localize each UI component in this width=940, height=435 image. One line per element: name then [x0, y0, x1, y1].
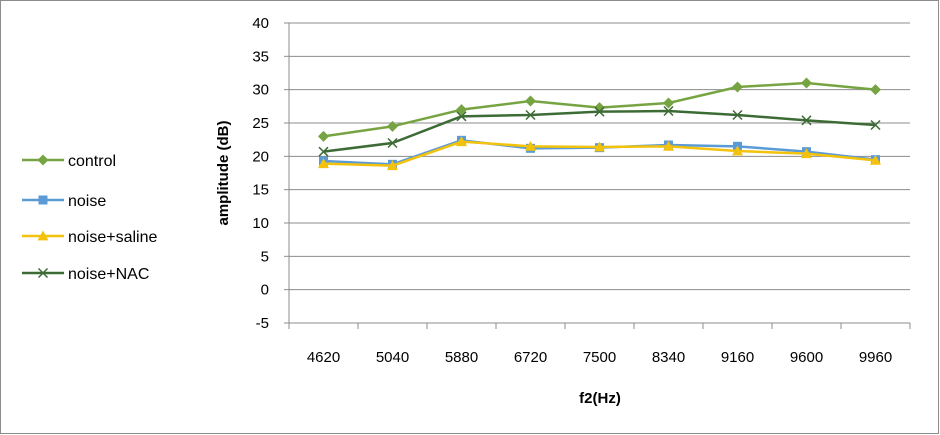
y-tick-label: 25: [252, 115, 269, 132]
axes: [288, 23, 911, 329]
legend-marker: [37, 154, 49, 166]
series-control: [318, 77, 881, 142]
data-point: [594, 106, 605, 117]
data-point: [801, 115, 812, 126]
y-tick-label: 40: [252, 15, 269, 32]
data-point: [525, 109, 536, 121]
legend-label: control: [68, 153, 116, 170]
data-point: [663, 140, 674, 151]
legend-marker: [38, 195, 48, 205]
y-tick-label: 15: [252, 182, 269, 199]
y-tick-label: 0: [261, 282, 269, 299]
data-point: [456, 104, 467, 116]
legend-item: noise: [22, 193, 106, 210]
data-point: [732, 81, 743, 93]
data-point: [801, 148, 812, 159]
data-point: [594, 141, 605, 152]
x-tick-label: 5040: [376, 349, 409, 366]
x-tick-label: 8340: [652, 349, 685, 366]
data-point: [456, 111, 467, 122]
x-tick-label: 7500: [583, 349, 616, 366]
data-point: [456, 136, 467, 147]
series-noise-saline: [318, 136, 881, 171]
data-point: [870, 154, 881, 165]
legend-label: noise+saline: [68, 229, 158, 246]
data-point: [318, 158, 329, 169]
x-tick-label: 9600: [790, 349, 823, 366]
series-noise-nac: [318, 105, 881, 157]
data-point: [732, 109, 743, 121]
legend-label: noise+NAC: [68, 266, 149, 283]
data-point: [318, 130, 329, 142]
x-tick-label: 6720: [514, 349, 547, 366]
y-tick-label: 10: [252, 215, 269, 232]
legend-item: noise+NAC: [22, 266, 149, 283]
y-tick-label: 30: [252, 82, 269, 99]
data-point: [525, 140, 536, 151]
y-tick-label: 5: [261, 248, 269, 265]
legend-marker: [37, 230, 49, 241]
series-lines: [318, 77, 881, 171]
data-point: [387, 120, 398, 132]
legend: control noise noise+saline noise+NAC: [22, 153, 158, 283]
data-point: [870, 119, 881, 131]
legend-marker: [37, 267, 49, 279]
x-tick-label: 9960: [859, 349, 892, 366]
x-tick-label: 9160: [721, 349, 754, 366]
y-tick-labels: -5 0 5 10 15 20 25 30 35 40: [252, 15, 269, 332]
x-axis-title: f2(Hz): [579, 390, 621, 407]
legend-item: noise+saline: [22, 229, 158, 246]
x-tick-label: 5880: [445, 349, 478, 366]
y-tick-label: 20: [252, 148, 269, 165]
data-point: [387, 160, 398, 171]
data-point: [525, 95, 536, 107]
data-point: [663, 105, 674, 117]
legend-item: control: [22, 153, 116, 170]
data-point: [387, 137, 398, 149]
x-tick-label: 4620: [307, 349, 340, 366]
data-point: [732, 145, 743, 156]
data-point: [663, 97, 674, 109]
gridlines: [284, 22, 910, 324]
x-tick-labels: 4620 5040 5880 6720 7500 8340 9160 9600 9960: [307, 349, 892, 366]
y-tick-label: 35: [252, 48, 269, 65]
y-axis-title: amplitude (dB): [215, 121, 232, 226]
data-point: [801, 77, 812, 89]
data-point: [318, 146, 329, 157]
legend-label: noise: [68, 193, 106, 210]
y-tick-label: -5: [256, 315, 269, 332]
data-point: [870, 84, 881, 96]
